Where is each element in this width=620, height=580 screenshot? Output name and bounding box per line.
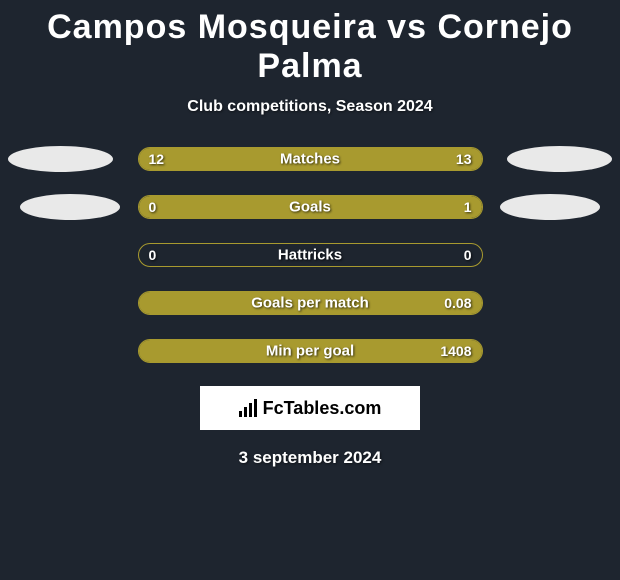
subtitle: Club competitions, Season 2024: [0, 98, 620, 116]
player-left-avatar: [8, 146, 113, 172]
stat-bar: Goals per match 0.08: [138, 291, 483, 315]
player-right-avatar: [507, 146, 612, 172]
stat-row-matches: 12 Matches 13: [0, 146, 620, 172]
stat-label: Goals per match: [251, 295, 369, 312]
stat-value-left: 0: [149, 199, 157, 215]
bar-fill-right: [200, 196, 481, 218]
comparison-chart: Campos Mosqueira vs Cornejo Palma Club c…: [0, 0, 620, 468]
branding-box: FcTables.com: [200, 386, 420, 430]
stat-value-right: 1408: [440, 343, 471, 359]
stat-bar: Min per goal 1408: [138, 339, 483, 363]
stat-value-right: 13: [456, 151, 472, 167]
stats-area: 12 Matches 13 0 Goals 1 0 Hattricks 0: [0, 146, 620, 364]
stat-label: Hattricks: [278, 247, 342, 264]
stat-label: Goals: [289, 199, 331, 216]
player-right-avatar: [500, 194, 600, 220]
chart-bars-icon: [239, 399, 257, 417]
stat-value-right: 0.08: [444, 295, 471, 311]
date-label: 3 september 2024: [0, 448, 620, 468]
stat-row-gpm: Goals per match 0.08: [0, 290, 620, 316]
stat-value-left: 12: [149, 151, 165, 167]
player-left-avatar: [20, 194, 120, 220]
stat-value-left: 0: [149, 247, 157, 263]
stat-bar: 12 Matches 13: [138, 147, 483, 171]
stat-value-right: 0: [464, 247, 472, 263]
stat-value-right: 1: [464, 199, 472, 215]
stat-row-goals: 0 Goals 1: [0, 194, 620, 220]
stat-label: Min per goal: [266, 343, 354, 360]
stat-label: Matches: [280, 151, 340, 168]
brand-text: FcTables.com: [263, 398, 382, 419]
page-title: Campos Mosqueira vs Cornejo Palma: [0, 8, 620, 86]
stat-bar: 0 Goals 1: [138, 195, 483, 219]
stat-bar: 0 Hattricks 0: [138, 243, 483, 267]
stat-row-hattricks: 0 Hattricks 0: [0, 242, 620, 268]
stat-row-mpg: Min per goal 1408: [0, 338, 620, 364]
